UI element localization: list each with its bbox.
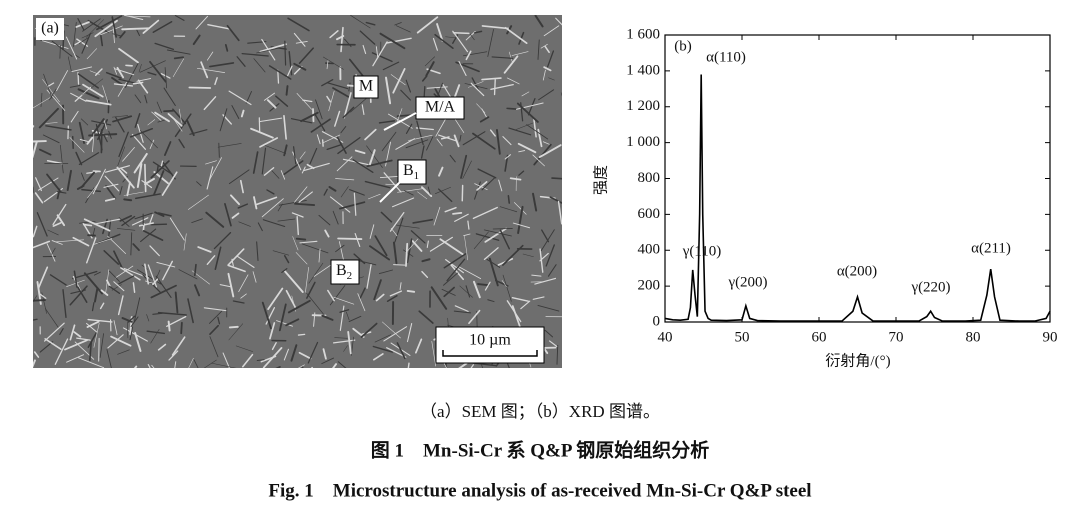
sub-caption: （a）SEM 图；（b）XRD 图谱。 <box>420 402 660 421</box>
x-axis-label: 衍射角/(°) <box>825 352 890 369</box>
y-tick-label: 0 <box>653 313 661 329</box>
sem-texture-line <box>181 323 182 334</box>
panel-label: (b) <box>674 38 692 54</box>
x-tick-label: 80 <box>966 329 981 345</box>
peak-label: α(200) <box>837 263 877 279</box>
sem-texture-line <box>23 141 46 142</box>
x-tick-label: 60 <box>812 329 827 345</box>
sem-texture-line <box>424 87 425 98</box>
phase-label: M/A <box>425 99 456 116</box>
sem-texture-line <box>508 196 509 203</box>
plot: 0 200 400 600 800 1 000 1 200 1 400 1 600 40 50 60 7… <box>626 26 1057 345</box>
sem-texture-line <box>312 368 316 389</box>
sem-texture-line <box>298 334 304 335</box>
sem-texture-line <box>453 33 469 34</box>
sem-texture-line <box>122 28 149 29</box>
sem-texture-line <box>406 244 407 266</box>
sem-texture-line <box>338 239 361 240</box>
sem-texture-line <box>175 57 183 58</box>
phase-label-main: B <box>336 262 347 279</box>
sem-texture-line <box>507 108 516 109</box>
sem-texture-line <box>478 284 488 285</box>
sem-texture-line <box>495 80 496 95</box>
sem-texture-line <box>60 46 61 59</box>
sem-texture-line <box>230 327 238 328</box>
y-tick-label: 200 <box>638 278 661 294</box>
y-tick-label: 400 <box>638 242 661 258</box>
sem-texture-line <box>453 213 461 214</box>
x-tick-label: 50 <box>735 329 750 345</box>
phase-label: M <box>359 78 373 95</box>
peak-label: α(211) <box>971 240 1011 256</box>
y-tick-label: 800 <box>638 170 661 186</box>
xrd-line <box>665 74 1050 321</box>
sem-texture-line <box>27 300 45 301</box>
sem-texture-line <box>285 41 286 65</box>
sem-texture-line <box>493 228 512 229</box>
sem-texture-line <box>219 143 220 157</box>
peak-label: γ(110) <box>682 243 722 259</box>
caption-cn: 图 1 Mn-Si-Cr 系 Q&P 钢原始组织分析 <box>371 438 709 461</box>
sem-texture-line <box>297 239 305 240</box>
sem-image <box>33 15 562 368</box>
sem-texture-line <box>126 366 137 380</box>
peak-label: γ(200) <box>727 274 767 290</box>
sem-texture-line <box>408 363 409 369</box>
y-tick-label: 1 400 <box>626 62 660 78</box>
sem-texture-line <box>25 126 34 137</box>
sem-texture-line <box>287 86 288 95</box>
x-tick-label: 40 <box>658 329 673 345</box>
x-tick-label: 90 <box>1043 329 1058 345</box>
sem-texture-line <box>124 199 131 200</box>
sem-texture-line <box>169 322 170 331</box>
phase-label-sub: 2 <box>347 270 353 282</box>
y-tick-label: 1 600 <box>626 26 660 42</box>
y-axis-label: 强度 <box>592 165 609 195</box>
y-tick-label: 600 <box>638 206 661 222</box>
peak-label: γ(220) <box>910 279 950 295</box>
panel-label: (a) <box>41 20 59 37</box>
peak-label: α(110) <box>706 49 746 65</box>
x-tick-label: 70 <box>889 329 904 345</box>
sem-texture-line <box>408 291 415 292</box>
phase-label-main: B <box>403 162 414 179</box>
sem-texture-line <box>84 225 92 226</box>
y-tick-label: 1 200 <box>626 98 660 114</box>
phase-label-sub: 1 <box>414 170 420 182</box>
y-tick-label: 1 000 <box>626 134 660 150</box>
caption-en: Fig. 1 Microstructure analysis of as-rec… <box>268 480 811 501</box>
scale-bar-label: 10 µm <box>469 332 511 349</box>
sem-texture-line <box>302 367 314 387</box>
sem-texture-line <box>145 165 146 192</box>
